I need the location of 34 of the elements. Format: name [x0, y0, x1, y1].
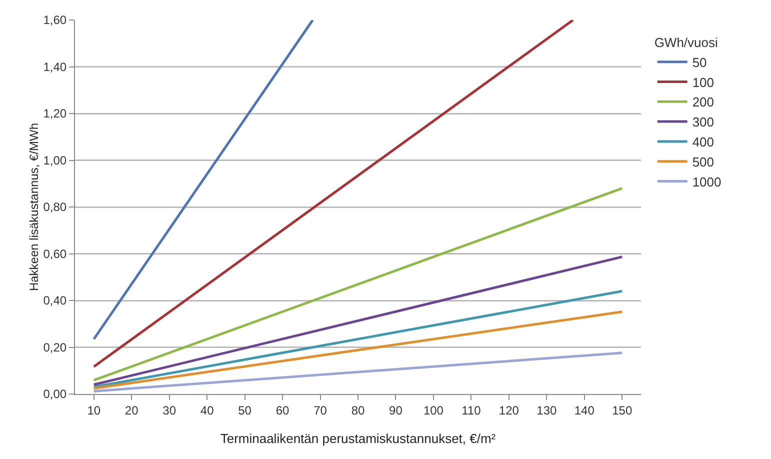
- y-tick-label: 1,20: [43, 106, 67, 121]
- x-tick-label: 70: [314, 403, 328, 418]
- x-tick-label: 90: [389, 403, 403, 418]
- x-axis-title: Terminaalikentän perustamiskustannukset, €/m²: [220, 431, 496, 446]
- x-tick-label: 10: [87, 403, 101, 418]
- y-tick-label: 1,00: [43, 153, 67, 168]
- y-tick-label: 1,60: [43, 13, 67, 28]
- legend-label: 50: [692, 54, 707, 70]
- x-tick-label: 80: [351, 403, 365, 418]
- x-tick-label: 100: [423, 403, 444, 418]
- legend-label: 400: [692, 134, 714, 150]
- x-tick-label: 120: [498, 403, 520, 418]
- x-tick-label: 60: [276, 403, 290, 418]
- legend-label: 500: [692, 154, 714, 170]
- legend-label: 1000: [692, 174, 722, 190]
- y-tick-label: 0,80: [43, 200, 67, 214]
- legend-label: 300: [692, 114, 714, 130]
- y-axis-title: Hakkeen lisäkustannus, €/MWh: [27, 122, 42, 292]
- legend-label: 100: [692, 74, 714, 90]
- x-tick-label: 50: [238, 403, 252, 418]
- x-tick-label: 150: [612, 403, 632, 418]
- legend-label: 200: [692, 94, 714, 110]
- x-tick-label: 130: [536, 403, 557, 418]
- y-tick-label: 0,20: [43, 340, 67, 354]
- x-tick-label: 40: [200, 403, 214, 418]
- y-tick-label: 0,40: [43, 294, 67, 308]
- x-tick-label: 20: [124, 403, 139, 418]
- x-tick-label: 140: [574, 403, 595, 418]
- x-tick-label: 110: [462, 403, 482, 418]
- legend-title: GWh/vuosi: [654, 34, 718, 50]
- y-tick-label: 0,60: [43, 246, 67, 261]
- y-tick-label: 1,40: [43, 60, 67, 74]
- x-tick-label: 30: [162, 403, 176, 418]
- y-tick-label: 0,00: [43, 387, 67, 402]
